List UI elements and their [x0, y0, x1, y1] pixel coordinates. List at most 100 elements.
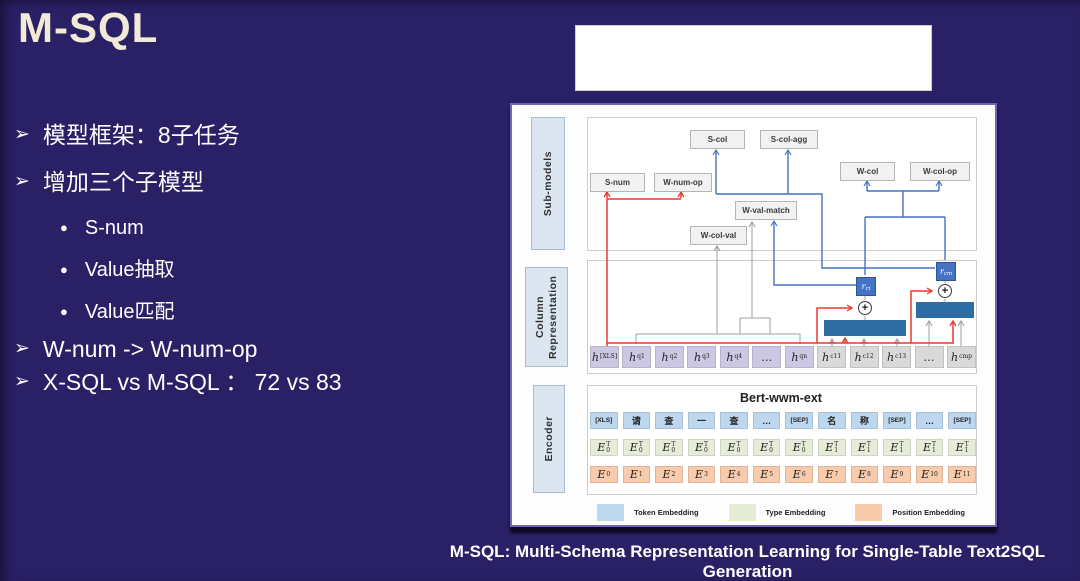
section-label-encoder: Encoder — [533, 385, 565, 493]
encoder-token: 请 — [622, 412, 651, 429]
legend-color-swatch — [855, 504, 883, 521]
column-vector-rcm: r cm — [936, 262, 956, 281]
bullet-item: ● S-num — [60, 216, 494, 240]
bullet-item: ➢ X-SQL vs M-SQL ： 72 vs 83 — [14, 369, 494, 395]
hidden-state-token: h qn — [784, 346, 814, 368]
encoder-token: 查 — [655, 412, 683, 429]
encoder-token: … — [752, 412, 781, 429]
bullet-marker-icon: ● — [60, 304, 68, 319]
column-vector-rci: r ci — [856, 277, 876, 296]
bullet-item: ● Value匹配 — [60, 300, 494, 324]
encoder-token: 名 — [818, 412, 846, 429]
encoder-token: 查 — [720, 412, 748, 429]
submodel-s-col: S-col — [690, 130, 745, 149]
architecture-diagram: Sub-models Column Representation Encoder — [510, 103, 997, 527]
bullet-marker-icon: ➢ — [14, 371, 30, 392]
hidden-state-token: … — [914, 346, 944, 368]
legend-item: Type Embedding — [728, 504, 826, 521]
submodel-s-col-agg: S-col-agg — [760, 130, 818, 149]
bullet-marker-icon: ➢ — [14, 171, 30, 192]
position-embedding-token: E 11 — [948, 466, 976, 483]
hidden-state-token: h q2 — [654, 346, 684, 368]
hidden-state-token: h c12 — [849, 346, 879, 368]
token-embedding-row: [XLS] 请查一查… [SEP] 名称 [SEP]… [SEP] — [590, 412, 976, 429]
section-label-column-representation: Column Representation — [525, 267, 568, 367]
bullet-marker-icon: ● — [60, 220, 68, 235]
hidden-state-token: h q1 — [622, 346, 652, 368]
legend-color-swatch — [597, 504, 625, 521]
encoder-token: [SEP] — [785, 412, 813, 429]
bullet-text: W-num -> W-num-op — [42, 336, 258, 362]
grammar-line-select — [602, 35, 931, 62]
submodel-w-col-val: W-col-val — [690, 226, 747, 245]
grammar-line-where — [602, 62, 931, 89]
bullet-item: ➢ 模型框架：8子任务 — [14, 122, 494, 148]
bullet-text: X-SQL vs M-SQL ： 72 vs 83 — [42, 369, 342, 395]
hidden-state-token: h q4 — [719, 346, 749, 368]
encoder-token: [XLS] — [590, 412, 618, 429]
hidden-state-token: h c13 — [882, 346, 912, 368]
encoder-model-name: Bert-wwm-ext — [740, 391, 822, 405]
position-embedding-token: E 10 — [915, 466, 944, 483]
hidden-state-token: h cmp — [946, 346, 976, 368]
bullet-marker-icon: ➢ — [14, 338, 30, 359]
bullet-text: Value匹配 — [84, 301, 175, 323]
section-label-sub-models: Sub-models — [531, 117, 565, 250]
encoder-token: [SEP] — [883, 412, 911, 429]
submodel-w-col: W-col — [840, 162, 895, 181]
bullet-marker-icon: ➢ — [14, 124, 30, 145]
bullet-marker-icon: ● — [60, 262, 68, 277]
slide-caption: M-SQL: Multi-Schema Representation Learn… — [449, 542, 1046, 581]
bullet-text: S-num — [84, 217, 144, 239]
hidden-state-token: h c11 — [817, 346, 847, 368]
bullet-text: Value抽取 — [84, 259, 175, 281]
bullet-item: ➢ 增加三个子模型 — [14, 169, 494, 195]
bullet-item: ● Value抽取 — [60, 258, 494, 282]
attention-pooling-bar — [916, 302, 974, 318]
hidden-state-token-row: h [XLS] h q1 h q2 h q3 h q4 … h qn h c11 h c12 h… — [590, 346, 976, 368]
encoder-token: [SEP] — [948, 412, 976, 429]
embedding-legend: Token Embedding Type Embedding Position … — [587, 504, 975, 521]
encoder-frame — [587, 385, 977, 495]
hidden-state-token: … — [752, 346, 782, 368]
hidden-state-token: h [XLS] — [590, 346, 619, 368]
submodel-s-num: S-num — [590, 173, 645, 192]
submodel-w-num-op: W-num-op — [654, 173, 712, 192]
bullet-text: 增加三个子模型 — [42, 169, 204, 195]
legend-color-swatch — [728, 504, 756, 521]
slide-title: M-SQL — [18, 4, 159, 51]
encoder-token: 一 — [687, 412, 716, 429]
attention-pooling-bar — [824, 320, 906, 336]
plus-circle-icon: + — [938, 284, 952, 298]
legend-label: Type Embedding — [765, 508, 826, 517]
bullet-list: ➢ 模型框架：8子任务 ➢ 增加三个子模型 ● S-num ● Value抽取 … — [14, 122, 494, 402]
bullet-item: ➢ W-num -> W-num-op — [14, 336, 494, 362]
legend-item: Token Embedding — [597, 504, 699, 521]
submodel-w-val-match: W-val-match — [735, 201, 797, 220]
hidden-state-token: h q3 — [687, 346, 717, 368]
